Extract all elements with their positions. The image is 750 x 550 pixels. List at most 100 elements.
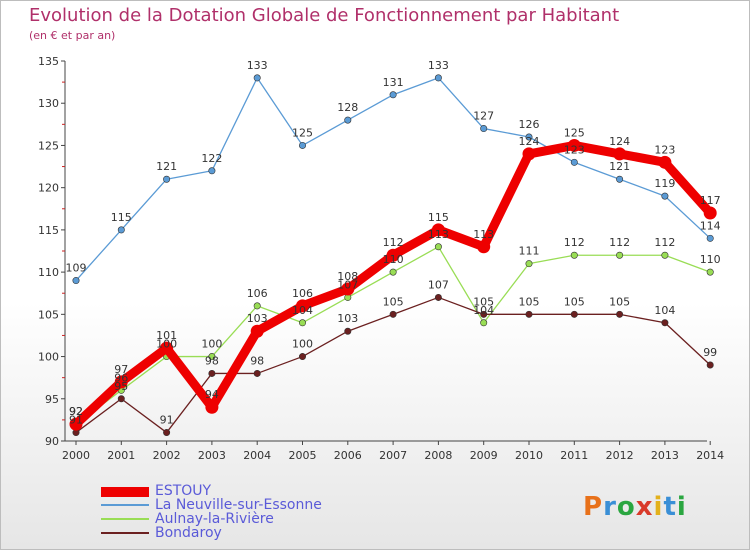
data-point (570, 251, 578, 259)
data-point (477, 240, 491, 254)
data-label: 98 (250, 354, 264, 367)
data-point (525, 260, 533, 268)
data-point (250, 324, 264, 338)
data-point (525, 133, 533, 141)
data-label: 115 (111, 211, 132, 224)
data-label: 99 (703, 346, 717, 359)
data-label: 111 (519, 245, 540, 258)
data-label: 127 (473, 110, 494, 123)
x-tick-label: 2003 (198, 449, 226, 462)
legend-label-bondaroy: Bondaroy (155, 525, 222, 541)
data-label: 98 (205, 354, 219, 367)
data-point (706, 361, 714, 369)
data-point (525, 310, 533, 318)
chart-subtitle: (en € et par an) (29, 29, 116, 42)
data-label: 124 (519, 135, 540, 148)
data-point (431, 223, 445, 237)
y-tick-label: 90 (45, 435, 59, 448)
proxiti-logo: Proxiti (583, 492, 687, 522)
data-point (661, 319, 669, 327)
data-label: 110 (700, 253, 721, 266)
legend-swatch-bondaroy (101, 532, 149, 534)
data-label: 114 (700, 219, 721, 232)
x-tick-label: 2002 (153, 449, 181, 462)
data-label: 124 (609, 135, 630, 148)
data-point (253, 74, 261, 82)
data-point (163, 429, 171, 437)
data-label: 131 (383, 76, 404, 89)
data-label: 92 (69, 405, 83, 418)
data-point (616, 175, 624, 183)
data-label: 128 (337, 101, 358, 114)
data-label: 133 (247, 59, 268, 72)
data-label: 104 (292, 304, 313, 317)
y-tick-label: 120 (38, 182, 59, 195)
x-tick-label: 2008 (424, 449, 452, 462)
legend-swatch-estouy (101, 487, 149, 497)
y-tick-label: 110 (38, 266, 59, 279)
data-point (706, 268, 714, 276)
data-label: 126 (519, 118, 540, 131)
data-label: 113 (473, 228, 494, 241)
legend-label-aulnay: Aulnay-la-Rivière (155, 511, 274, 527)
logo-letter: i (653, 492, 664, 522)
data-point (114, 375, 128, 389)
data-label: 107 (337, 278, 358, 291)
logo-letter: r (603, 492, 617, 522)
data-point (69, 417, 83, 431)
data-point (480, 125, 488, 133)
data-point (208, 369, 216, 377)
data-label: 96 (114, 371, 128, 384)
data-label: 105 (473, 295, 494, 308)
data-point (658, 155, 672, 169)
legend-swatch-aulnay (101, 518, 149, 520)
data-point (163, 175, 171, 183)
data-label: 112 (654, 236, 675, 249)
data-point (434, 293, 442, 301)
data-label: 106 (247, 287, 268, 300)
y-tick-label: 95 (45, 393, 59, 406)
data-point (703, 206, 717, 220)
x-tick-label: 2012 (606, 449, 634, 462)
data-label: 122 (201, 152, 222, 165)
x-tick-label: 2011 (560, 449, 588, 462)
data-point (661, 192, 669, 200)
data-point (344, 327, 352, 335)
logo-letter: t (663, 492, 677, 522)
data-label: 105 (564, 295, 585, 308)
data-label: 115 (428, 211, 449, 224)
data-label: 91 (69, 414, 83, 427)
data-label: 123 (564, 143, 585, 156)
data-point (570, 310, 578, 318)
data-label: 121 (609, 160, 630, 173)
data-point (386, 248, 400, 262)
data-label: 109 (66, 262, 87, 275)
legend-swatch-la-neuville (101, 504, 149, 506)
logo-letter: i (676, 492, 687, 522)
data-point (253, 302, 261, 310)
data-point (298, 319, 306, 327)
x-tick-label: 2014 (696, 449, 724, 462)
logo-letter: o (616, 492, 636, 522)
data-point (117, 226, 125, 234)
x-tick-label: 2001 (107, 449, 135, 462)
legend-label-estouy: ESTOUY (155, 483, 212, 499)
data-label: 117 (700, 194, 721, 207)
data-label: 101 (156, 329, 177, 342)
x-tick-label: 2000 (62, 449, 90, 462)
data-point (389, 310, 397, 318)
data-point (480, 310, 488, 318)
data-label: 104 (473, 304, 494, 317)
logo-letter: P (583, 492, 604, 522)
data-label: 125 (564, 126, 585, 139)
data-label: 106 (292, 287, 313, 300)
y-tick-label: 115 (38, 224, 59, 237)
data-point (616, 251, 624, 259)
data-label: 104 (654, 304, 675, 317)
x-tick-label: 2013 (651, 449, 679, 462)
data-label: 112 (609, 236, 630, 249)
data-label: 133 (428, 59, 449, 72)
data-point (434, 74, 442, 82)
y-tick-label: 125 (38, 139, 59, 152)
